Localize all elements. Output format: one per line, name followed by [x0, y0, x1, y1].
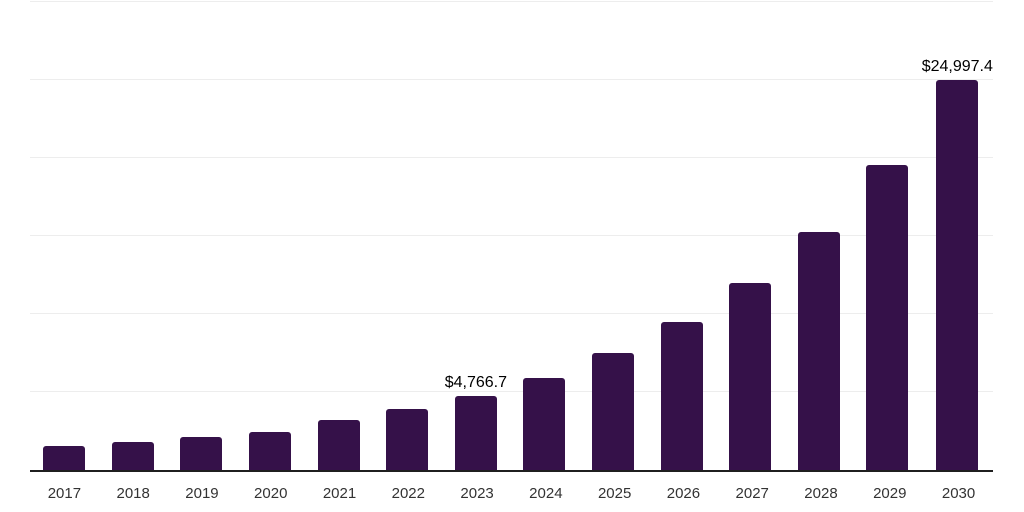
x-tick-label: 2027	[735, 485, 769, 502]
bar-2030	[936, 80, 979, 470]
gridline	[30, 235, 993, 236]
gridline	[30, 157, 993, 158]
bar-column: $24,997.4	[922, 2, 993, 470]
x-tick-label: 2023	[460, 485, 494, 502]
bar-2020	[249, 431, 292, 470]
bar-column	[304, 2, 373, 470]
gridline	[30, 1, 993, 2]
x-tick-label: 2029	[873, 485, 907, 502]
bar-2026	[660, 321, 703, 470]
gridline	[30, 79, 993, 80]
bar-column	[167, 2, 236, 470]
x-axis-labels: 2017 2018 2019 2020 2021 2022 2023 2024 2025 2026…	[30, 472, 993, 502]
bar-2027	[729, 282, 772, 470]
gridline	[30, 391, 993, 392]
bar-value-label: $24,997.4	[921, 58, 993, 76]
bar-column	[373, 2, 442, 470]
x-tick-label: 2028	[804, 485, 838, 502]
plot-area: $4,766.7 $24,997.4	[30, 1, 993, 472]
x-tick-label: 2021	[322, 485, 357, 502]
gridline	[30, 313, 993, 314]
bar-2017	[43, 445, 86, 470]
bar-2028	[797, 231, 840, 470]
bar-column	[716, 2, 785, 470]
bar-2021	[317, 420, 360, 470]
x-tick-label: 2030	[941, 485, 976, 502]
x-tick-label: 2019	[185, 485, 219, 502]
bar-value-label: $4,766.7	[444, 373, 507, 391]
x-tick-label: 2022	[391, 485, 425, 502]
bar-column	[647, 2, 716, 470]
bar-2029	[866, 165, 909, 470]
bar-2024	[523, 377, 566, 470]
bar-2025	[592, 353, 635, 470]
x-tick-label: 2025	[597, 485, 632, 502]
bar-column	[236, 2, 305, 470]
bar-column	[30, 2, 99, 470]
bar-column	[510, 2, 579, 470]
bar-column	[99, 2, 168, 470]
bar-2022	[386, 409, 429, 470]
x-tick-label: 2024	[529, 485, 563, 502]
x-tick-label: 2026	[666, 485, 701, 502]
bar-column: $4,766.7	[442, 2, 511, 470]
bar-2019	[180, 436, 223, 470]
bar-column	[853, 2, 922, 470]
x-tick-label: 2018	[116, 485, 150, 502]
x-tick-label: 2017	[47, 485, 82, 502]
bar-column	[579, 2, 648, 470]
bar-2018	[111, 442, 154, 470]
x-tick-label: 2020	[254, 485, 288, 502]
bar-column	[785, 2, 854, 470]
bar-2023	[454, 395, 497, 470]
